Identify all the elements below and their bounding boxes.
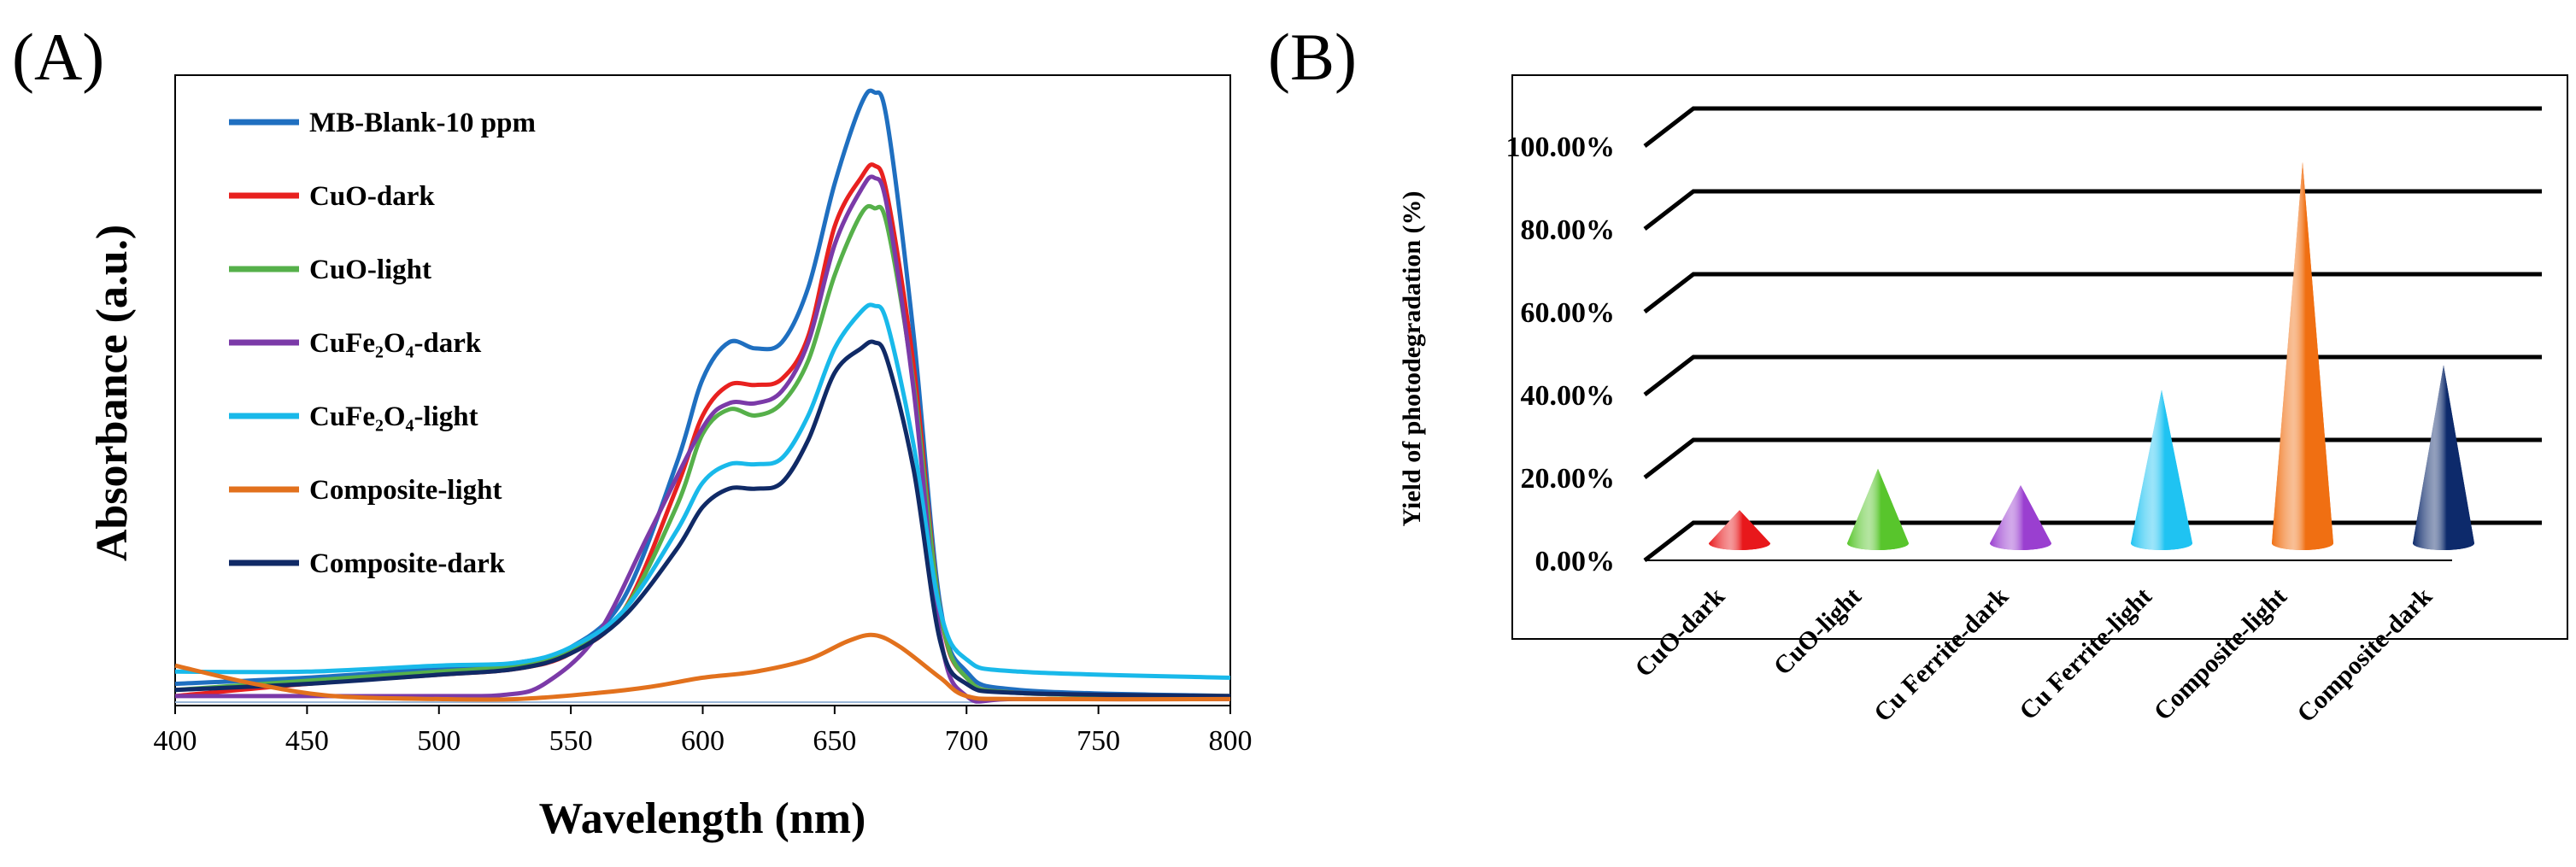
cone-bar-shading: [2272, 161, 2333, 551]
panel-a-label: (A): [12, 20, 104, 94]
legend-label: CuO-dark: [309, 181, 435, 212]
panel-b-category-label: CuO-dark: [1629, 582, 1730, 682]
gridline: [1643, 106, 2542, 148]
spectrum-line: [174, 302, 1231, 680]
spectrum-line: [174, 632, 1231, 702]
cone-bar-shading: [1847, 468, 1909, 550]
panel-b-y-tick-label: 80.00%: [1521, 214, 1616, 246]
cone-bar-shading: [1709, 510, 1770, 550]
panel-a-x-tick-label: 700: [945, 725, 989, 757]
panel-a-x-tick-label: 600: [681, 725, 725, 757]
panel-b-plot-frame: [1511, 74, 2568, 640]
panel-b: (B) 0.00% 20.00% 40.00% 60.00% 80.00% 100.00%…: [1268, 20, 2568, 728]
panel-a-legend: MB-Blank-10 ppm CuO-dark CuO-light CuFe₂O₄-…: [229, 108, 536, 579]
legend-label: CuFe₂O₄-dark: [309, 328, 482, 359]
panel-a-plot-frame: [174, 74, 1231, 706]
panel-b-category-label: Composite-light: [2149, 583, 2292, 726]
panel-b-cones: [1709, 161, 2474, 551]
panel-a-x-tick-label: 450: [285, 725, 329, 757]
gridline: [1643, 189, 2542, 231]
panel-b-y-tick-label: 60.00%: [1521, 297, 1616, 329]
panel-a-x-tick-label: 550: [549, 725, 593, 757]
gridline: [1643, 437, 2542, 479]
legend-label: CuO-light: [309, 255, 431, 285]
gridline: [1643, 520, 2542, 562]
panel-a-x-axis-title: Wavelength (nm): [539, 794, 866, 843]
spectrum-line: [174, 339, 1231, 699]
legend-label: Composite-light: [309, 475, 502, 506]
panel-b-y-tick-label: 100.00%: [1506, 132, 1616, 163]
cone-bar-shading: [2131, 390, 2192, 550]
panel-a-series: [174, 88, 1231, 704]
panel-b-category-label: Cu Ferrite-light: [2014, 583, 2157, 726]
cone-bar-shading: [2413, 365, 2474, 550]
panel-a-x-tick-label: 500: [417, 725, 461, 757]
panel-b-y-axis-title: Yield of photodegradation (%): [1398, 190, 1426, 526]
floor-left-edge: [1644, 521, 1694, 562]
panel-b-y-tick-label: 0.00%: [1535, 546, 1616, 577]
panel-a: (A) 400 450 500 550 600 650 700 750 800 MB-Blank…: [12, 20, 1253, 843]
panel-a-x-tick-label: 650: [813, 725, 856, 757]
panel-b-category-labels: CuO-dark CuO-light Cu Ferrite-dark Cu Ferri…: [1629, 582, 2438, 728]
panel-a-x-tick-label: 400: [154, 725, 197, 757]
panel-a-x-tick-label: 800: [1209, 725, 1253, 757]
panel-b-y-ticks: 0.00% 20.00% 40.00% 60.00% 80.00% 100.00%: [1506, 132, 1616, 577]
legend-label: MB-Blank-10 ppm: [309, 108, 536, 138]
cone-bar-shading: [1990, 485, 2051, 550]
panel-a-x-ticks: 400 450 500 550 600 650 700 750 800: [154, 706, 1253, 757]
panel-b-category-label: CuO-light: [1769, 583, 1867, 681]
panel-b-y-tick-label: 40.00%: [1521, 380, 1616, 412]
panel-a-y-axis-title: Absorbance (a.u.): [88, 225, 137, 561]
gridline: [1643, 354, 2542, 396]
panel-b-category-label: Cu Ferrite-dark: [1869, 582, 2014, 727]
legend-label: Composite-dark: [309, 548, 506, 579]
panel-a-x-tick-label: 750: [1077, 725, 1120, 757]
legend-label: CuFe₂O₄-light: [309, 401, 478, 432]
panel-b-category-label: Composite-dark: [2291, 582, 2438, 728]
panel-b-gridlines: [1643, 106, 2542, 562]
panel-b-label: (B): [1268, 20, 1357, 94]
panel-b-y-tick-label: 20.00%: [1521, 463, 1616, 495]
gridline: [1643, 272, 2542, 313]
